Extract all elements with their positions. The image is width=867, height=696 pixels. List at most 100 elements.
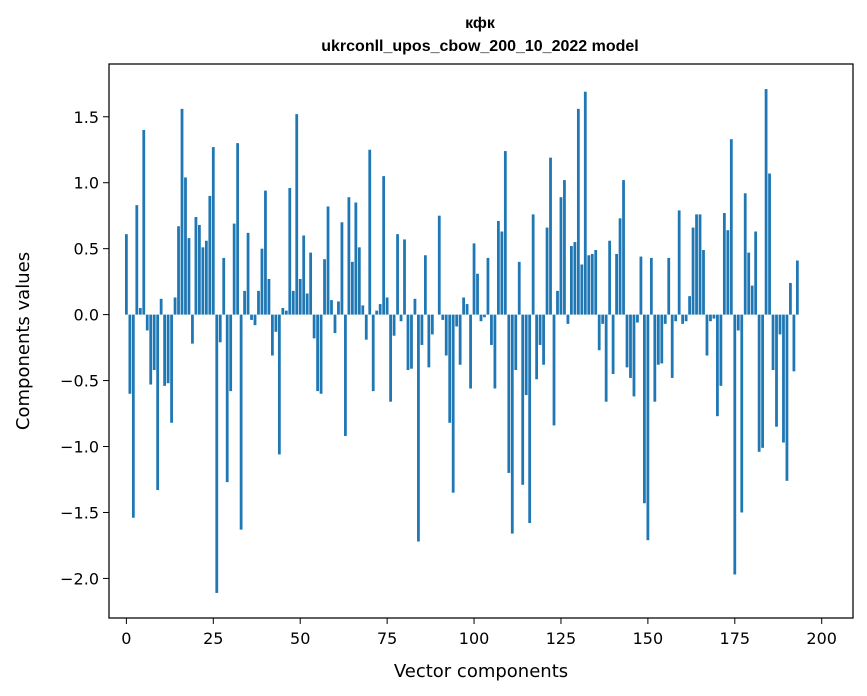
- bar-component-170: [716, 314, 719, 417]
- bar-component-28: [222, 257, 226, 315]
- bar-component-128: [570, 246, 573, 315]
- bar-component-147: [636, 314, 639, 323]
- bar-component-183: [761, 314, 764, 448]
- bar-component-187: [775, 314, 778, 427]
- bar-component-50: [298, 279, 302, 315]
- bar-component-26: [215, 314, 219, 593]
- bar-component-158: [674, 314, 678, 322]
- bar-component-76: [389, 314, 392, 402]
- bar-component-96: [458, 314, 462, 365]
- bar-component-4: [138, 308, 142, 315]
- bar-component-175: [733, 314, 737, 575]
- bar-component-42: [271, 314, 274, 356]
- bar-component-3: [135, 205, 139, 315]
- bar-component-178: [743, 193, 747, 315]
- bar-component-174: [729, 139, 733, 315]
- bar-component-34: [243, 290, 246, 315]
- x-tick-label: 150: [633, 629, 664, 648]
- bar-component-153: [656, 314, 660, 365]
- bar-component-184: [764, 89, 768, 315]
- bar-component-54: [312, 314, 316, 339]
- y-tick-label: 1.0: [74, 174, 99, 193]
- bar-component-185: [768, 173, 771, 315]
- bar-component-155: [663, 314, 667, 324]
- x-tick-label: 75: [377, 629, 397, 648]
- bar-component-2: [131, 314, 135, 518]
- bar-component-21: [198, 224, 201, 315]
- bar-component-56: [319, 314, 323, 394]
- bar-component-180: [750, 285, 754, 315]
- bar-component-75: [385, 297, 389, 315]
- bar-component-70: [368, 149, 372, 315]
- bar-component-81: [406, 314, 410, 371]
- bar-component-73: [378, 304, 382, 315]
- bar-component-192: [792, 314, 796, 372]
- bar-component-166: [702, 249, 705, 315]
- x-tick-label: 175: [720, 629, 751, 648]
- bar-component-15: [177, 226, 180, 315]
- bar-component-137: [601, 314, 605, 324]
- bar-component-161: [684, 314, 688, 322]
- bar-component-124: [556, 290, 559, 315]
- bar-component-97: [462, 297, 466, 315]
- bar-component-79: [399, 314, 403, 322]
- bar-component-113: [517, 261, 521, 315]
- bar-component-60: [333, 314, 337, 334]
- bar-component-129: [573, 242, 577, 315]
- bar-component-156: [667, 257, 671, 315]
- bar-component-104: [486, 257, 490, 315]
- bar-component-182: [757, 314, 761, 452]
- bar-component-181: [754, 231, 758, 315]
- bar-component-31: [232, 223, 236, 315]
- bar-component-58: [326, 206, 330, 315]
- bar-component-105: [490, 314, 493, 345]
- bar-component-190: [785, 314, 789, 481]
- bar-component-114: [521, 314, 525, 485]
- bar-component-107: [496, 220, 500, 315]
- bar-component-117: [531, 214, 535, 315]
- bar-component-115: [524, 314, 528, 396]
- bar-component-5: [142, 129, 146, 315]
- bar-component-46: [284, 310, 288, 315]
- bar-component-71: [371, 314, 375, 392]
- bar-component-130: [576, 108, 580, 315]
- y-tick-label: −1.5: [60, 503, 99, 522]
- bar-component-39: [260, 248, 264, 315]
- bar-component-125: [559, 197, 563, 315]
- bar-component-86: [423, 255, 427, 315]
- bar-component-169: [712, 314, 716, 319]
- bar-component-72: [375, 310, 379, 315]
- bar-component-23: [204, 240, 208, 315]
- bar-component-8: [152, 314, 156, 371]
- bar-component-122: [549, 157, 552, 315]
- chart-subtitle: ukrconll_upos_cbow_200_10_2022 model: [321, 38, 638, 55]
- bar-component-33: [239, 314, 243, 530]
- bar-component-145: [629, 314, 632, 378]
- bar-component-138: [604, 314, 608, 402]
- bar-component-88: [430, 314, 434, 335]
- bar-component-99: [469, 314, 472, 389]
- bar-component-82: [410, 314, 413, 369]
- bar-component-165: [698, 214, 702, 315]
- bar-component-186: [771, 314, 775, 371]
- bar-component-51: [302, 235, 306, 315]
- x-tick-label: 100: [459, 629, 490, 648]
- bar-component-135: [594, 249, 598, 315]
- bar-component-37: [253, 314, 257, 326]
- bar-component-108: [500, 231, 504, 315]
- bar-component-9: [156, 314, 160, 491]
- bar-component-6: [145, 314, 149, 331]
- bar-component-41: [267, 279, 271, 315]
- bar-component-189: [782, 314, 785, 443]
- bar-component-35: [246, 232, 250, 315]
- bar-component-27: [218, 314, 222, 343]
- y-tick-label: −0.5: [60, 372, 99, 391]
- bar-component-49: [295, 114, 299, 315]
- y-tick-label: −2.0: [60, 569, 99, 588]
- bar-component-66: [354, 202, 358, 315]
- x-tick-label: 200: [806, 629, 837, 648]
- bar-component-16: [180, 108, 184, 315]
- x-tick-label: 125: [546, 629, 577, 648]
- bar-component-140: [611, 314, 615, 374]
